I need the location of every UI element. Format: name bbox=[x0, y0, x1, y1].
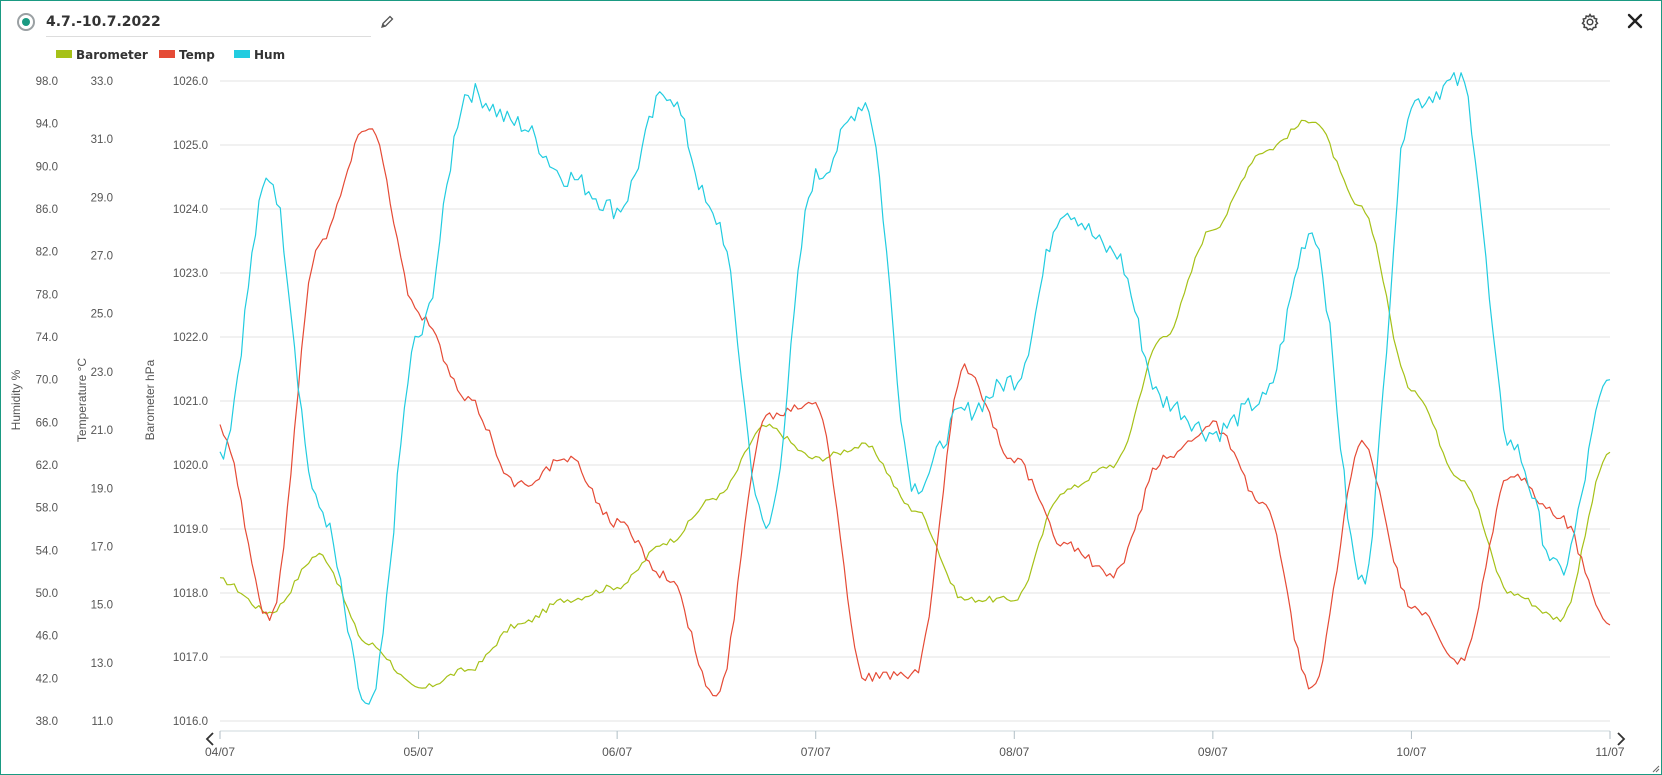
legend-item-hum[interactable]: Hum bbox=[234, 48, 285, 62]
temp-tick-label: 27.0 bbox=[91, 251, 113, 263]
baro-tick-label: 1025.0 bbox=[173, 140, 208, 152]
hum-tick-label: 62.0 bbox=[36, 460, 58, 472]
baro-tick-label: 1021.0 bbox=[173, 396, 208, 408]
page-title: 4.7.-10.7.2022 bbox=[46, 14, 161, 30]
hum-tick-label: 90.0 bbox=[36, 161, 58, 173]
x-tick-label: 06/07 bbox=[602, 745, 632, 759]
gear-icon[interactable] bbox=[1580, 12, 1600, 32]
baro-tick-label: 1024.0 bbox=[173, 204, 208, 216]
hum-tick-label: 98.0 bbox=[36, 76, 58, 88]
temp-tick-label: 17.0 bbox=[91, 541, 113, 553]
hum-tick-label: 46.0 bbox=[36, 631, 58, 643]
status-radio-icon[interactable] bbox=[17, 13, 35, 31]
hum-tick-label: 38.0 bbox=[36, 716, 58, 728]
baro-tick-label: 1018.0 bbox=[173, 588, 208, 600]
baro-tick-label: 1022.0 bbox=[173, 332, 208, 344]
series-line-temp bbox=[219, 128, 1611, 697]
chevron-left-icon[interactable] bbox=[205, 732, 214, 746]
hum-tick-label: 74.0 bbox=[36, 332, 58, 344]
temp-tick-label: 33.0 bbox=[91, 76, 113, 88]
hum-tick-label: 50.0 bbox=[36, 588, 58, 600]
hum-tick-label: 78.0 bbox=[36, 289, 58, 301]
legend-label-temp: Temp bbox=[179, 48, 215, 62]
baro-tick-label: 1023.0 bbox=[173, 268, 208, 280]
hum-axis-label: Humidity % bbox=[9, 369, 23, 430]
legend-swatch-barometer bbox=[56, 50, 72, 58]
resize-handle-icon[interactable] bbox=[1650, 763, 1660, 773]
x-tick-label: 04/07 bbox=[205, 745, 235, 759]
x-tick-label: 05/07 bbox=[404, 745, 434, 759]
baro-tick-label: 1017.0 bbox=[173, 652, 208, 664]
x-tick-label: 08/07 bbox=[999, 745, 1029, 759]
temp-tick-label: 29.0 bbox=[91, 192, 113, 204]
baro-tick-label: 1020.0 bbox=[173, 460, 208, 472]
temp-tick-label: 15.0 bbox=[91, 600, 113, 612]
legend-swatch-temp bbox=[159, 50, 175, 58]
toolbar: 4.7.-10.7.2022 bbox=[0, 0, 1662, 44]
x-tick-label: 10/07 bbox=[1396, 745, 1426, 759]
legend-swatch-hum bbox=[234, 50, 250, 58]
x-tick-label: 09/07 bbox=[1198, 745, 1228, 759]
temp-tick-label: 23.0 bbox=[91, 367, 113, 379]
temp-tick-label: 21.0 bbox=[91, 425, 113, 437]
hum-tick-label: 70.0 bbox=[36, 375, 58, 387]
legend-label-hum: Hum bbox=[254, 48, 286, 62]
temp-tick-label: 25.0 bbox=[91, 309, 113, 321]
temp-tick-label: 31.0 bbox=[91, 134, 113, 146]
hum-tick-label: 94.0 bbox=[36, 119, 58, 131]
legend-label-barometer: Barometer bbox=[76, 48, 148, 62]
legend-item-barometer[interactable]: Barometer bbox=[56, 48, 148, 62]
series-line-barometer bbox=[219, 119, 1611, 689]
temp-tick-label: 11.0 bbox=[91, 716, 113, 728]
pencil-icon[interactable] bbox=[378, 13, 396, 31]
hum-tick-label: 42.0 bbox=[36, 673, 58, 685]
title-field[interactable]: 4.7.-10.7.2022 bbox=[46, 11, 371, 37]
temp-tick-label: 13.0 bbox=[91, 658, 113, 670]
series-line-hum bbox=[219, 72, 1611, 705]
hum-tick-label: 54.0 bbox=[36, 545, 58, 557]
temp-tick-label: 19.0 bbox=[91, 483, 113, 495]
baro-tick-label: 1016.0 bbox=[173, 716, 208, 728]
legend-item-temp[interactable]: Temp bbox=[159, 48, 215, 62]
close-icon[interactable] bbox=[1626, 12, 1644, 30]
hum-tick-label: 58.0 bbox=[36, 503, 58, 515]
chevron-right-icon[interactable] bbox=[1617, 732, 1626, 746]
hum-tick-label: 82.0 bbox=[36, 247, 58, 259]
x-tick-label: 11/07 bbox=[1595, 745, 1624, 759]
baro-axis-label: Barometer hPa bbox=[143, 359, 157, 440]
hum-tick-label: 66.0 bbox=[36, 417, 58, 429]
baro-tick-label: 1026.0 bbox=[173, 76, 208, 88]
x-tick-label: 07/07 bbox=[801, 745, 831, 759]
baro-tick-label: 1019.0 bbox=[173, 524, 208, 536]
temp-axis-label: Temperature °C bbox=[75, 358, 89, 442]
hum-tick-label: 86.0 bbox=[36, 204, 58, 216]
